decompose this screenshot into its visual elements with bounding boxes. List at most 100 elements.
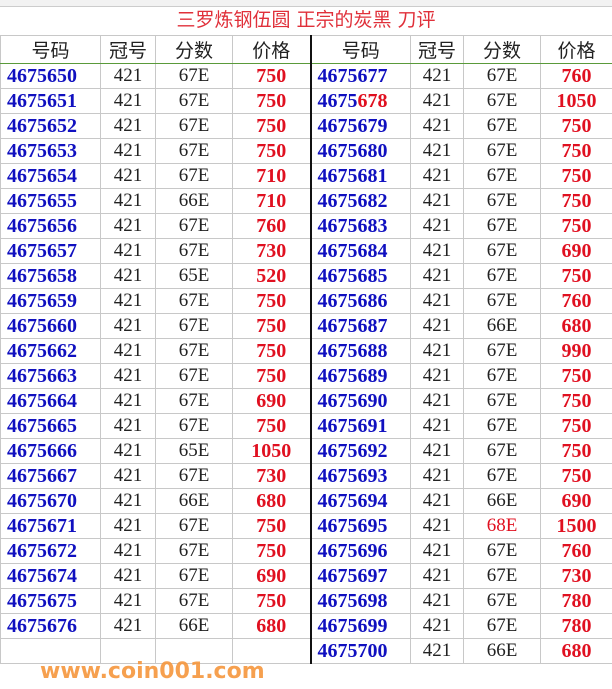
price-cell[interactable]: 780 (540, 613, 612, 639)
price-cell[interactable]: 730 (540, 563, 612, 589)
prefix-cell[interactable]: 421 (410, 513, 464, 539)
grade-cell[interactable]: 67E (463, 188, 541, 214)
prefix-cell[interactable]: 421 (100, 463, 156, 489)
grade-cell[interactable]: 67E (463, 213, 541, 239)
number-cell[interactable]: 4675683 (309, 213, 411, 239)
prefix-cell[interactable]: 421 (100, 213, 156, 239)
grade-cell[interactable]: 67E (155, 338, 233, 364)
price-cell[interactable]: 760 (232, 213, 311, 239)
grade-cell[interactable]: 66E (155, 188, 233, 214)
price-cell[interactable] (232, 638, 311, 664)
number-cell[interactable]: 4675664 (0, 388, 101, 414)
price-cell[interactable]: 750 (540, 188, 612, 214)
number-cell[interactable]: 4675651 (0, 88, 101, 114)
prefix-cell[interactable]: 421 (410, 63, 464, 89)
price-cell[interactable]: 750 (540, 363, 612, 389)
grade-cell[interactable]: 67E (155, 163, 233, 189)
prefix-cell[interactable]: 421 (410, 413, 464, 439)
number-cell[interactable]: 4675679 (309, 113, 411, 139)
number-cell[interactable]: 4675676 (0, 613, 101, 639)
prefix-cell[interactable]: 421 (100, 163, 156, 189)
number-cell[interactable]: 4675698 (309, 588, 411, 614)
prefix-cell[interactable]: 421 (410, 88, 464, 114)
price-cell[interactable]: 750 (232, 363, 311, 389)
price-cell[interactable]: 750 (232, 113, 311, 139)
number-cell[interactable]: 4675654 (0, 163, 101, 189)
grade-cell[interactable]: 67E (463, 613, 541, 639)
prefix-cell[interactable]: 421 (410, 588, 464, 614)
prefix-cell[interactable]: 421 (410, 363, 464, 389)
number-cell[interactable]: 4675700 (309, 638, 411, 664)
grade-cell[interactable]: 67E (463, 388, 541, 414)
column-header[interactable]: 价格 (232, 35, 311, 64)
prefix-cell[interactable]: 421 (100, 238, 156, 264)
price-cell[interactable]: 690 (540, 488, 612, 514)
number-cell[interactable]: 4675697 (309, 563, 411, 589)
prefix-cell[interactable]: 421 (410, 538, 464, 564)
price-cell[interactable]: 750 (232, 88, 311, 114)
prefix-cell[interactable]: 421 (100, 313, 156, 339)
grade-cell[interactable]: 66E (463, 488, 541, 514)
prefix-cell[interactable]: 421 (410, 338, 464, 364)
price-cell[interactable]: 750 (232, 588, 311, 614)
grade-cell[interactable]: 67E (463, 138, 541, 164)
prefix-cell[interactable]: 421 (100, 563, 156, 589)
grade-cell[interactable]: 67E (463, 563, 541, 589)
number-cell[interactable]: 4675659 (0, 288, 101, 314)
price-cell[interactable]: 730 (232, 238, 311, 264)
price-cell[interactable]: 1050 (540, 88, 612, 114)
prefix-cell[interactable]: 421 (410, 488, 464, 514)
number-cell[interactable]: 4675696 (309, 538, 411, 564)
prefix-cell[interactable]: 421 (410, 563, 464, 589)
grade-cell[interactable]: 67E (155, 113, 233, 139)
price-cell[interactable]: 750 (540, 113, 612, 139)
number-cell[interactable]: 4675690 (309, 388, 411, 414)
price-cell[interactable]: 750 (540, 213, 612, 239)
prefix-cell[interactable]: 421 (100, 413, 156, 439)
price-cell[interactable]: 1050 (232, 438, 311, 464)
grade-cell[interactable]: 67E (463, 263, 541, 289)
number-cell[interactable] (0, 638, 101, 664)
number-cell[interactable]: 4675653 (0, 138, 101, 164)
number-cell[interactable]: 4675660 (0, 313, 101, 339)
number-cell[interactable]: 4675666 (0, 438, 101, 464)
grade-cell[interactable]: 67E (155, 88, 233, 114)
prefix-cell[interactable]: 421 (410, 463, 464, 489)
grade-cell[interactable]: 67E (463, 113, 541, 139)
number-cell[interactable]: 4675688 (309, 338, 411, 364)
grade-cell[interactable]: 67E (155, 63, 233, 89)
grade-cell[interactable]: 67E (155, 313, 233, 339)
price-cell[interactable]: 750 (232, 313, 311, 339)
prefix-cell[interactable]: 421 (100, 263, 156, 289)
grade-cell[interactable]: 67E (155, 513, 233, 539)
column-header[interactable]: 号码 (0, 35, 101, 64)
price-cell[interactable]: 690 (232, 388, 311, 414)
number-cell[interactable]: 4675678 (309, 88, 411, 114)
prefix-cell[interactable]: 421 (410, 138, 464, 164)
number-cell[interactable]: 4675656 (0, 213, 101, 239)
price-cell[interactable]: 680 (232, 488, 311, 514)
grade-cell[interactable]: 68E (463, 513, 541, 539)
price-cell[interactable]: 680 (232, 613, 311, 639)
number-cell[interactable]: 4675655 (0, 188, 101, 214)
grade-cell[interactable]: 67E (155, 363, 233, 389)
grade-cell[interactable]: 67E (463, 363, 541, 389)
grade-cell[interactable]: 66E (463, 638, 541, 664)
number-cell[interactable]: 4675692 (309, 438, 411, 464)
prefix-cell[interactable]: 421 (100, 363, 156, 389)
grade-cell[interactable]: 67E (463, 88, 541, 114)
grade-cell[interactable]: 67E (155, 288, 233, 314)
grade-cell[interactable]: 67E (463, 288, 541, 314)
prefix-cell[interactable]: 421 (100, 388, 156, 414)
number-cell[interactable]: 4675652 (0, 113, 101, 139)
prefix-cell[interactable]: 421 (100, 63, 156, 89)
price-cell[interactable]: 680 (540, 313, 612, 339)
prefix-cell[interactable]: 421 (410, 213, 464, 239)
grade-cell[interactable]: 67E (463, 438, 541, 464)
price-cell[interactable]: 1500 (540, 513, 612, 539)
grade-cell[interactable]: 67E (155, 388, 233, 414)
column-header[interactable]: 价格 (540, 35, 612, 64)
number-cell[interactable]: 4675693 (309, 463, 411, 489)
price-cell[interactable]: 710 (232, 188, 311, 214)
number-cell[interactable]: 4675670 (0, 488, 101, 514)
